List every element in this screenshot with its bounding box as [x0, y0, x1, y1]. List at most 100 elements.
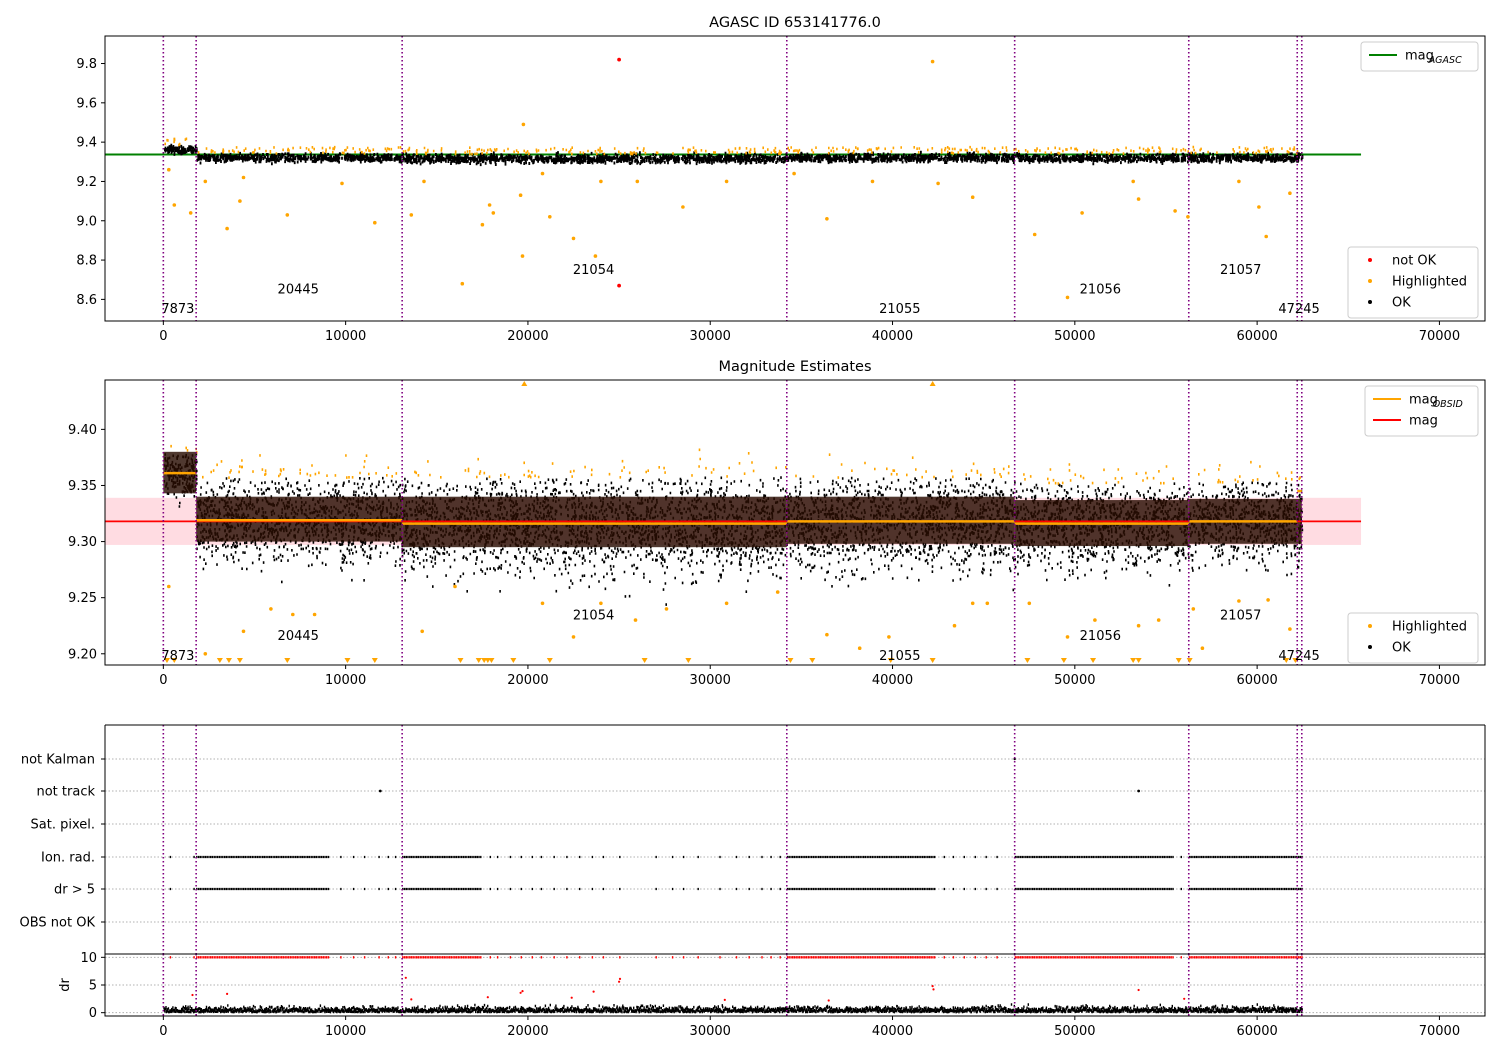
- clipped-low-marker: [1090, 658, 1097, 663]
- legend-dot-swatch: [1368, 258, 1372, 262]
- legend-label: Highlighted: [1392, 275, 1467, 290]
- clipped-low-marker: [787, 658, 794, 663]
- x-tick-label: 50000: [1054, 329, 1095, 344]
- highlighted-point: [1131, 179, 1135, 184]
- highlighted-point: [599, 179, 603, 184]
- axes-frame: [104, 35, 1486, 322]
- clipped-low-marker: [488, 658, 495, 663]
- highlighted-point: [487, 203, 492, 207]
- clipped-low-marker: [344, 658, 351, 663]
- dr-mid-point: [723, 998, 726, 1002]
- x-tick-label: 0: [159, 673, 167, 688]
- obsid-label: 7873: [161, 302, 194, 317]
- highlighted-point: [1257, 205, 1261, 209]
- category-label: Sat. pixel.: [31, 818, 95, 833]
- highlighted-point: [167, 584, 171, 589]
- clipped-low-marker: [685, 658, 692, 663]
- clipped-low-marker: [1292, 658, 1299, 663]
- legend-label: mag: [1409, 414, 1438, 429]
- highlighted-point: [241, 175, 246, 180]
- clipped-low-marker: [887, 658, 894, 663]
- obsid-label: 47245: [1278, 649, 1319, 664]
- y-tick-label: 8.8: [76, 254, 97, 269]
- y-tick-label: 10: [80, 951, 97, 966]
- highlighted-point: [1200, 646, 1205, 650]
- highlighted-points-cloud: [787, 145, 1015, 155]
- legend-subscript: AGASC: [1428, 55, 1462, 66]
- highlighted-point: [238, 199, 242, 203]
- dr-panel: 0 5 10 0 10000 20000 30000 40000 50000 60000 70000…: [58, 951, 1486, 1039]
- highlighted-point: [540, 601, 545, 606]
- dr-mid-point: [226, 992, 229, 996]
- highlighted-point: [480, 222, 485, 227]
- clipped-high-marker: [521, 381, 528, 386]
- y-tick-label: 9.8: [76, 57, 97, 72]
- legend-label: Highlighted: [1392, 620, 1467, 635]
- y-axis-label: dr: [58, 978, 73, 992]
- highlighted-point: [633, 618, 638, 622]
- highlighted-point: [1136, 623, 1141, 628]
- y-tick-label: 5: [89, 979, 97, 994]
- highlighted-point: [936, 181, 940, 186]
- obsid-label: 20445: [278, 283, 319, 298]
- highlighted-point: [518, 193, 523, 197]
- dr-mid-point: [570, 996, 573, 999]
- clipped-low-marker: [216, 658, 223, 663]
- clipped-low-marker: [1283, 658, 1290, 663]
- chart-title: Magnitude Estimates: [718, 359, 871, 375]
- highlighted-point: [203, 179, 208, 184]
- highlighted-point: [241, 629, 246, 634]
- x-tick-label: 60000: [1236, 329, 1277, 344]
- x-tick-label: 70000: [1419, 329, 1460, 344]
- highlighted-point: [188, 211, 193, 215]
- obsid-label: 47245: [1278, 302, 1319, 317]
- category-label: not track: [36, 785, 95, 800]
- chart-title: AGASC ID 653141776.0: [709, 15, 881, 31]
- obsid-label: 7873: [161, 649, 194, 664]
- not-ok-point: [617, 57, 621, 62]
- highlighted-point: [453, 584, 457, 589]
- highlighted-point: [1080, 211, 1084, 215]
- clipped-low-marker: [929, 658, 936, 663]
- x-tick-label: 10000: [325, 1024, 366, 1039]
- flags-panel: not Kalman not track Sat. pixel. Ion. rad. d…: [20, 724, 1486, 954]
- highlighted-point: [540, 171, 545, 176]
- highlighted-point: [930, 59, 935, 64]
- legend-label: OK: [1392, 641, 1411, 656]
- ok-points-cloud: [1188, 151, 1304, 165]
- highlighted-point: [1288, 627, 1292, 631]
- legend-label: mag: [1405, 49, 1434, 64]
- legend-box: [1360, 41, 1479, 72]
- category-label: Ion. rad.: [41, 851, 95, 866]
- clipped-low-marker: [163, 658, 170, 663]
- clipped-low-marker: [1135, 658, 1142, 663]
- highlighted-point: [1173, 209, 1177, 213]
- clipped-low-marker: [1130, 658, 1137, 663]
- legend-label: OK: [1392, 296, 1411, 311]
- highlighted-point: [985, 601, 990, 606]
- x-tick-label: 70000: [1419, 673, 1460, 688]
- obsid-label: 21057: [1220, 263, 1261, 278]
- highlighted-point: [1191, 607, 1196, 611]
- highlighted-point: [460, 281, 465, 286]
- dr-mid-point: [191, 993, 194, 997]
- highlighted-point: [340, 181, 344, 186]
- legend-box: [1347, 246, 1479, 319]
- ok-points-cloud: [402, 151, 789, 167]
- y-tick-label: 9.20: [68, 647, 97, 662]
- x-tick-label: 30000: [690, 673, 731, 688]
- dr-mid-point: [932, 988, 935, 991]
- x-tick-label: 30000: [690, 1024, 731, 1039]
- legend-box: [1347, 612, 1479, 664]
- highlighted-point: [420, 629, 425, 634]
- highlighted-point: [887, 635, 891, 639]
- dr-mid-point: [410, 998, 413, 1001]
- highlighted-points-cloud: [1198, 460, 1301, 484]
- x-tick-label: 20000: [507, 329, 548, 344]
- highlighted-point: [422, 179, 426, 184]
- ok-points-cloud: [196, 151, 404, 166]
- dr-mid-point: [519, 991, 522, 994]
- clipped-low-marker: [171, 658, 178, 663]
- axes-frame: [104, 379, 1486, 666]
- x-tick-label: 0: [159, 329, 167, 344]
